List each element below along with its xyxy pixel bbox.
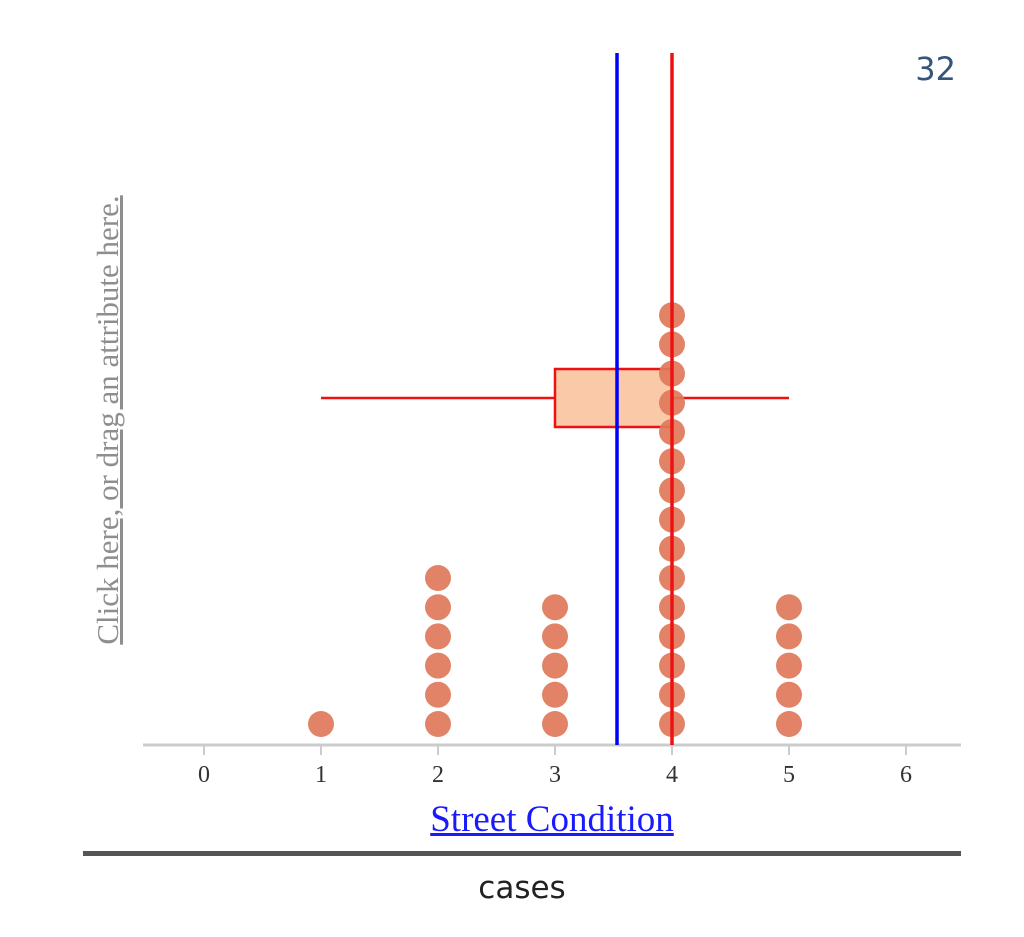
divider [83,851,961,856]
x-tick-label: 1 [315,762,327,788]
x-axis-attribute-label[interactable]: Street Condition [430,799,674,840]
collection-label: cases [478,870,566,906]
data-point[interactable] [542,623,568,650]
x-tick-label: 0 [198,762,210,788]
y-axis-drop-prompt[interactable]: Click here, or drag an attribute here. [90,195,125,645]
data-point[interactable] [542,594,568,621]
data-point[interactable] [425,594,451,621]
data-point[interactable] [776,594,802,621]
data-point[interactable] [425,681,451,708]
data-point[interactable] [776,623,802,650]
stat-lines [615,53,674,745]
data-point[interactable] [776,711,802,737]
x-tick-label: 5 [783,762,795,788]
x-tick-label: 3 [549,762,561,788]
box-iqr [553,367,674,429]
data-point[interactable] [542,711,568,737]
data-point[interactable] [542,681,568,708]
data-point[interactable] [425,652,451,679]
case-count: 32 [915,50,956,88]
data-point[interactable] [776,652,802,679]
box-plot [321,367,789,429]
x-axis: 0 1 2 3 4 5 6 [143,743,961,788]
x-tick-label: 6 [900,762,912,788]
data-point[interactable] [425,711,451,737]
data-point[interactable] [425,623,451,650]
data-point[interactable] [425,565,451,591]
x-tick-label: 4 [666,762,678,788]
x-tick-label: 2 [432,762,444,788]
dots-layer [308,302,802,737]
data-point[interactable] [542,652,568,679]
data-point[interactable] [308,711,334,737]
data-point[interactable] [776,681,802,708]
